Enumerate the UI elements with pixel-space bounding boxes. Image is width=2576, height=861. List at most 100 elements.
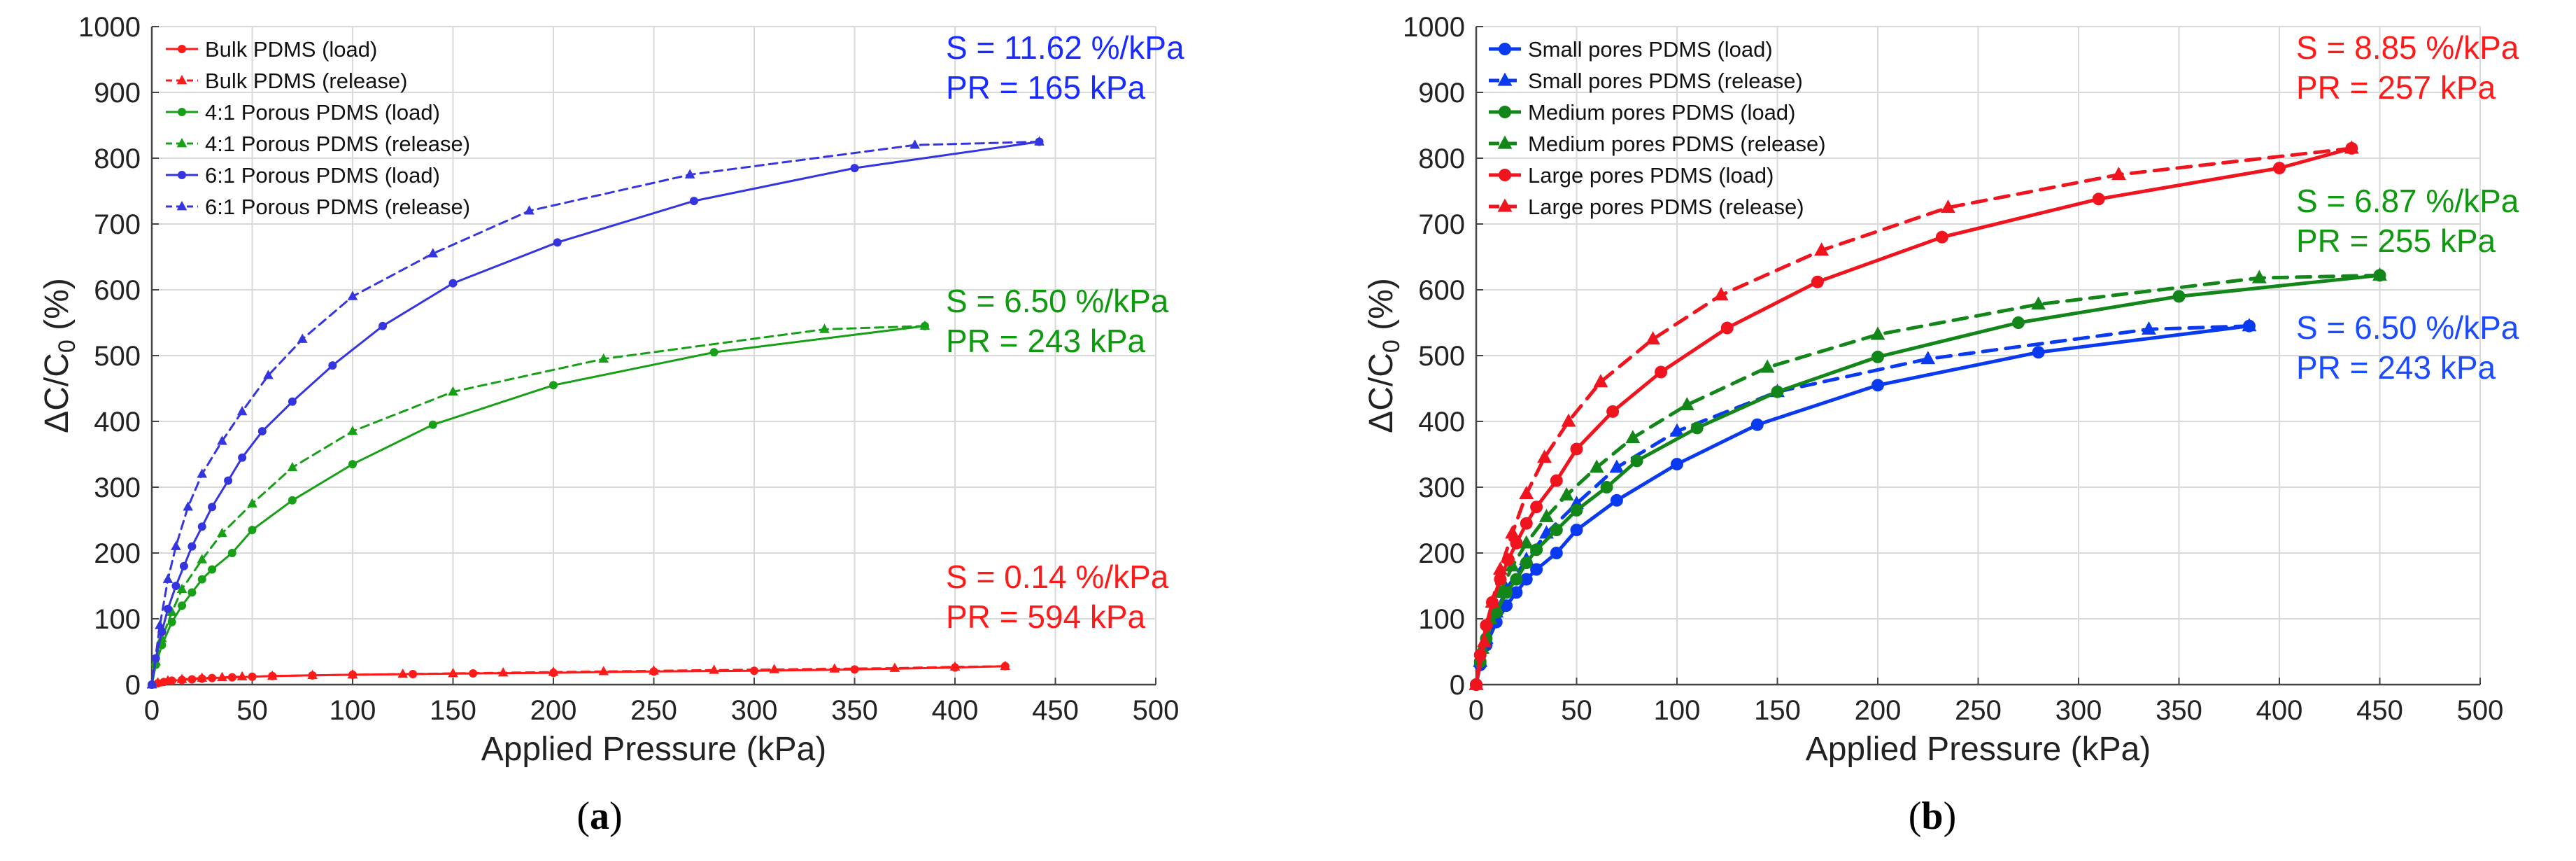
legend-item: Small pores PDMS (load) bbox=[1489, 37, 1773, 62]
x-tick-label: 450 bbox=[2356, 695, 2403, 726]
data-point bbox=[448, 386, 458, 396]
legend-item: Medium pores PDMS (release) bbox=[1489, 132, 1826, 156]
data-point bbox=[1550, 524, 1563, 537]
data-point bbox=[598, 666, 609, 676]
data-point bbox=[1520, 573, 1533, 586]
data-point bbox=[1559, 486, 1574, 500]
x-tick-label: 100 bbox=[330, 695, 376, 726]
annotation-line: S = 6.50 %/kPa bbox=[946, 283, 1169, 319]
x-tick-label: 300 bbox=[731, 695, 778, 726]
data-point bbox=[1477, 634, 1492, 648]
x-tick-label: 500 bbox=[2457, 695, 2504, 726]
y-tick-label: 800 bbox=[94, 144, 141, 174]
data-point bbox=[224, 476, 233, 485]
data-point bbox=[448, 668, 458, 678]
data-point bbox=[263, 370, 274, 379]
series-5 bbox=[148, 137, 1044, 689]
data-point bbox=[1690, 421, 1704, 435]
series-line bbox=[150, 141, 1040, 686]
data-point bbox=[197, 554, 208, 564]
data-point bbox=[2251, 270, 2267, 284]
y-axis-label: ΔC/C0 (%) bbox=[38, 278, 80, 433]
data-point bbox=[2111, 167, 2126, 181]
grid-lines bbox=[1475, 26, 2481, 685]
data-point bbox=[378, 321, 388, 330]
data-point bbox=[2032, 346, 2045, 359]
series-line bbox=[150, 665, 1007, 686]
annotation-line: S = 6.50 %/kPa bbox=[2296, 309, 2519, 346]
y-tick-label: 300 bbox=[94, 472, 141, 503]
annotation-line: PR = 257 kPa bbox=[2296, 69, 2496, 106]
data-point bbox=[287, 461, 298, 472]
data-point bbox=[1530, 543, 1543, 556]
data-point bbox=[2172, 290, 2186, 303]
x-tick-label: 500 bbox=[1133, 695, 1180, 726]
data-point bbox=[1530, 500, 1543, 514]
legend-item: Large pores PDMS (release) bbox=[1489, 195, 1804, 219]
data-point bbox=[171, 582, 181, 590]
x-tick-label: 250 bbox=[630, 695, 677, 726]
annotation-line: S = 11.62 %/kPa bbox=[946, 29, 1184, 66]
data-point bbox=[146, 679, 157, 689]
data-point bbox=[1550, 547, 1563, 559]
y-tick-label: 200 bbox=[94, 538, 141, 569]
data-point bbox=[1570, 503, 1583, 517]
x-tick-label: 0 bbox=[1469, 695, 1484, 726]
data-point bbox=[1510, 536, 1523, 550]
x-tick-label: 100 bbox=[1654, 695, 1701, 726]
series-line bbox=[150, 325, 926, 686]
data-point bbox=[769, 664, 780, 673]
data-point bbox=[850, 665, 859, 674]
data-point bbox=[1499, 169, 1511, 181]
data-point bbox=[227, 549, 236, 557]
annotation-line: S = 8.85 %/kPa bbox=[2296, 29, 2519, 66]
series-line bbox=[150, 325, 926, 686]
data-point bbox=[288, 496, 297, 505]
legend-label: Small pores PDMS (release) bbox=[1528, 69, 1803, 93]
x-tick-label: 200 bbox=[1855, 695, 1902, 726]
data-point bbox=[1646, 331, 1661, 345]
data-point bbox=[179, 561, 188, 570]
data-point bbox=[347, 426, 358, 435]
legend-label: 4:1 Porous PDMS (load) bbox=[205, 100, 440, 125]
data-point bbox=[348, 460, 357, 469]
data-point bbox=[328, 361, 337, 370]
x-tick-label: 50 bbox=[236, 695, 268, 726]
data-point bbox=[850, 164, 859, 173]
data-point bbox=[709, 664, 719, 674]
data-point bbox=[197, 672, 208, 682]
series-2 bbox=[146, 660, 1011, 689]
grid-lines bbox=[151, 26, 1156, 685]
y-tick-label: 600 bbox=[94, 275, 141, 306]
y-tick-label: 600 bbox=[1418, 275, 1465, 306]
data-point bbox=[1870, 326, 1885, 340]
annotation-line: S = 6.87 %/kPa bbox=[2296, 183, 2519, 219]
data-point bbox=[829, 663, 840, 673]
data-point bbox=[1492, 561, 1508, 575]
annotation-line: PR = 165 kPa bbox=[946, 69, 1146, 106]
data-point bbox=[548, 666, 559, 676]
data-point bbox=[2011, 316, 2025, 329]
data-point bbox=[2372, 267, 2387, 281]
y-tick-label: 300 bbox=[1418, 472, 1465, 503]
data-point bbox=[1570, 524, 1583, 537]
data-point bbox=[217, 671, 227, 681]
data-point bbox=[217, 527, 227, 538]
x-tick-label: 200 bbox=[530, 695, 577, 726]
data-point bbox=[1550, 474, 1563, 487]
data-point bbox=[1811, 275, 1824, 288]
y-tick-label: 400 bbox=[94, 407, 141, 438]
data-point bbox=[1750, 418, 1764, 431]
data-point bbox=[1720, 321, 1734, 335]
data-point bbox=[1589, 459, 1604, 473]
data-point bbox=[819, 323, 830, 333]
data-point bbox=[1499, 43, 1511, 55]
data-point bbox=[1537, 449, 1552, 463]
x-tick-label: 50 bbox=[1561, 695, 1592, 726]
data-point bbox=[549, 381, 558, 390]
x-tick-label: 350 bbox=[831, 695, 878, 726]
legend-item: 4:1 Porous PDMS (load) bbox=[166, 100, 440, 125]
data-point bbox=[409, 669, 418, 678]
data-point bbox=[1499, 106, 1511, 118]
